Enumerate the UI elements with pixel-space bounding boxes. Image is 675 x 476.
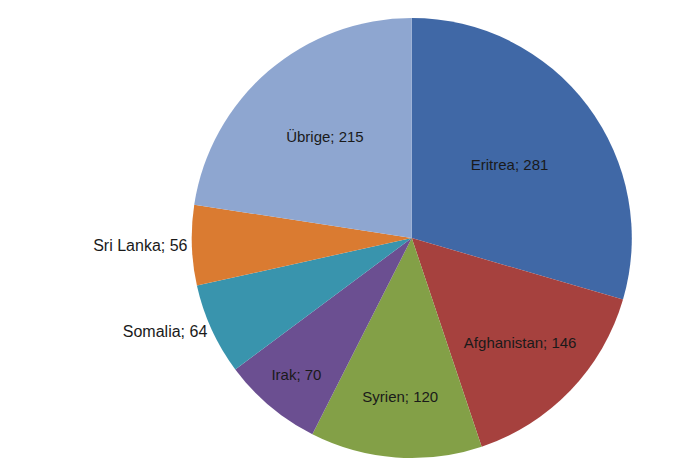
svg-text:Somalia; 64: Somalia; 64 xyxy=(123,323,208,340)
svg-text:Afghanistan; 146: Afghanistan; 146 xyxy=(464,334,577,351)
svg-text:Übrige; 215: Übrige; 215 xyxy=(286,128,364,145)
svg-text:Sri Lanka; 56: Sri Lanka; 56 xyxy=(93,237,187,254)
svg-text:Syrien; 120: Syrien; 120 xyxy=(362,388,438,405)
svg-text:Irak; 70: Irak; 70 xyxy=(271,366,321,383)
svg-text:Eritrea; 281: Eritrea; 281 xyxy=(471,156,549,173)
